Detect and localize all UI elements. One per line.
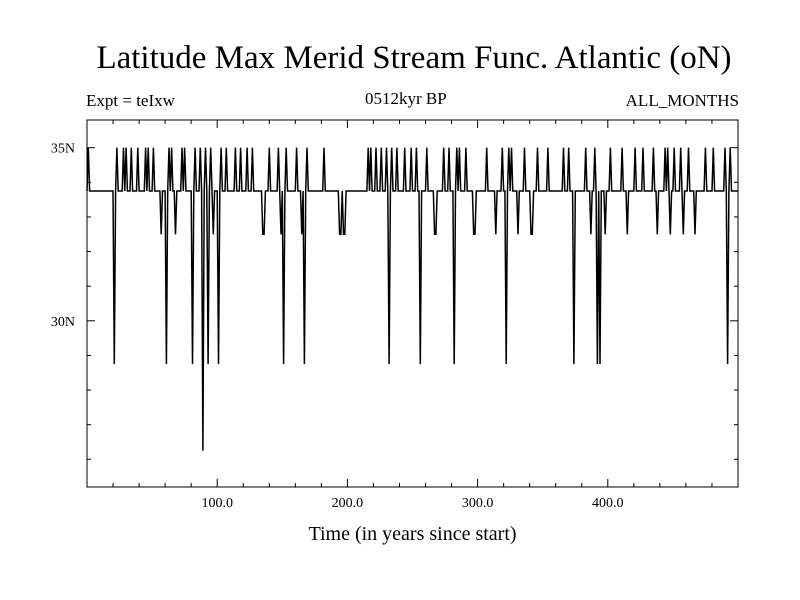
x-axis-label: Time (in years since start) xyxy=(308,523,516,545)
y-tick-label: 30N xyxy=(51,315,75,330)
tick-labels: 100.0 200.0 300.0 400.0 30N 35N xyxy=(51,142,624,511)
x-tick-label: 400.0 xyxy=(592,496,624,511)
plot-frame xyxy=(86,119,739,488)
y-tick-label: 35N xyxy=(51,142,75,157)
x-tick-label: 300.0 xyxy=(462,496,494,511)
axis-ticks xyxy=(87,120,738,487)
chart-title: Latitude Max Merid Stream Func. Atlantic… xyxy=(96,40,732,76)
series-line xyxy=(86,147,738,451)
period-label: 0512kyr BP xyxy=(365,89,447,108)
x-tick-label: 200.0 xyxy=(332,496,364,511)
x-tick-label: 100.0 xyxy=(201,496,233,511)
experiment-label: Expt = teIxw xyxy=(86,91,175,110)
months-label: ALL_MONTHS xyxy=(625,91,739,110)
